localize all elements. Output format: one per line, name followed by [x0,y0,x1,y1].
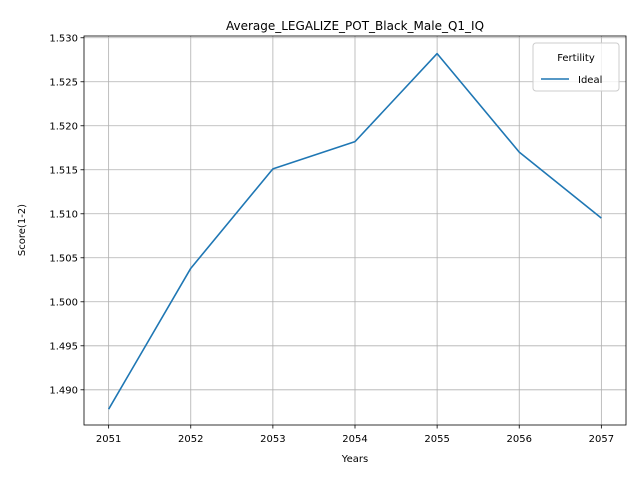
y-tick-label: 1.495 [49,341,78,352]
x-axis-label: Years [341,454,368,465]
y-axis: 1.490 1.495 1.500 1.505 1.510 1.515 1.520 1.525… [49,33,84,396]
y-tick-label: 1.500 [49,297,78,308]
y-tick-label: 1.490 [49,385,78,396]
grid [84,36,626,425]
y-tick-label: 1.530 [49,33,78,44]
legend-title: Fertility [557,53,595,64]
y-tick-label: 1.510 [49,209,78,220]
x-tick-label: 2054 [342,434,367,445]
series-layer [107,52,602,410]
x-tick-label: 2056 [507,434,532,445]
x-axis: 2051 2052 2053 2054 2055 2056 2057 [96,425,614,445]
y-axis-label: Score(1-2) [17,204,28,256]
x-tick-label: 2057 [589,434,614,445]
y-tick-label: 1.515 [49,165,78,176]
chart-title: Average_LEGALIZE_POT_Black_Male_Q1_IQ [226,19,484,33]
x-tick-label: 2055 [424,434,449,445]
x-tick-label: 2053 [260,434,285,445]
y-tick-label: 1.520 [49,121,78,132]
x-tick-label: 2051 [96,434,121,445]
x-tick-label: 2052 [178,434,203,445]
y-tick-label: 1.505 [49,253,78,264]
y-tick-label: 1.525 [49,77,78,88]
legend: Fertility Ideal [532,42,620,92]
legend-entry-ideal: Ideal [578,75,602,86]
legend-box [532,42,620,92]
